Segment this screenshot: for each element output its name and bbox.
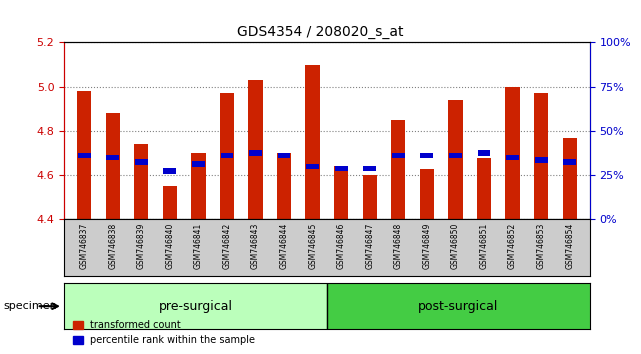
Text: GSM746845: GSM746845: [308, 222, 317, 269]
Text: GSM746837: GSM746837: [79, 222, 88, 269]
Text: post-surgical: post-surgical: [418, 300, 499, 313]
Bar: [278, 153, 290, 158]
Bar: [535, 157, 547, 162]
Bar: [448, 100, 463, 219]
Bar: [135, 159, 147, 165]
Bar: [221, 153, 233, 158]
Text: GSM746847: GSM746847: [365, 222, 374, 269]
Bar: [249, 150, 262, 156]
Text: specimen: specimen: [3, 301, 57, 311]
Bar: [420, 169, 434, 219]
Text: GSM746848: GSM746848: [394, 222, 403, 269]
Bar: [64, 283, 327, 329]
Bar: [420, 153, 433, 158]
Text: GSM746850: GSM746850: [451, 222, 460, 269]
Bar: [392, 153, 404, 158]
Text: GSM746844: GSM746844: [279, 222, 288, 269]
Bar: [363, 166, 376, 171]
Bar: [477, 158, 491, 219]
Bar: [106, 113, 120, 219]
Bar: [77, 91, 91, 219]
Bar: [78, 153, 90, 158]
Bar: [334, 166, 348, 219]
Bar: [191, 153, 206, 219]
Bar: [306, 65, 320, 219]
Text: GSM746839: GSM746839: [137, 222, 146, 269]
Bar: [449, 153, 462, 158]
Bar: [391, 120, 406, 219]
Legend: transformed count, percentile rank within the sample: transformed count, percentile rank withi…: [69, 316, 259, 349]
Text: GSM746838: GSM746838: [108, 222, 117, 269]
Bar: [335, 166, 347, 171]
Bar: [478, 150, 490, 156]
Bar: [563, 138, 577, 219]
Bar: [506, 87, 520, 219]
Text: GSM746851: GSM746851: [479, 222, 488, 269]
Text: GSM746846: GSM746846: [337, 222, 345, 269]
Bar: [277, 153, 291, 219]
Text: GSM746842: GSM746842: [222, 222, 231, 269]
Bar: [363, 175, 377, 219]
Bar: [327, 283, 590, 329]
Text: GSM746840: GSM746840: [165, 222, 174, 269]
Bar: [163, 168, 176, 173]
Bar: [563, 159, 576, 165]
Bar: [163, 186, 177, 219]
Bar: [534, 93, 548, 219]
Text: GSM746849: GSM746849: [422, 222, 431, 269]
Text: GSM746852: GSM746852: [508, 222, 517, 269]
Text: GSM746853: GSM746853: [537, 222, 545, 269]
Bar: [220, 93, 234, 219]
Bar: [134, 144, 148, 219]
Text: pre-surgical: pre-surgical: [158, 300, 233, 313]
Bar: [192, 161, 204, 167]
Bar: [248, 80, 263, 219]
Bar: [306, 164, 319, 169]
Bar: [106, 155, 119, 160]
Text: GDS4354 / 208020_s_at: GDS4354 / 208020_s_at: [237, 25, 404, 39]
Text: GSM746841: GSM746841: [194, 222, 203, 269]
Bar: [506, 155, 519, 160]
Text: GSM746843: GSM746843: [251, 222, 260, 269]
Text: GSM746854: GSM746854: [565, 222, 574, 269]
